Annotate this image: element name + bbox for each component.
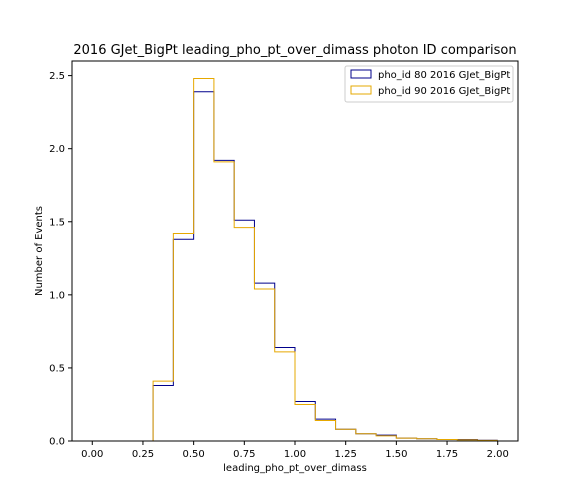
y-tick-label: 1.5 [49, 217, 65, 228]
x-tick-label: 1.75 [436, 449, 458, 460]
y-tick-label: 2.5 [49, 71, 65, 82]
x-tick-label: 2.00 [487, 449, 509, 460]
series-layer [92, 78, 498, 442]
x-tick-label: 1.25 [335, 449, 357, 460]
series-line-pho-id-90 [92, 78, 498, 442]
y-axis-ticks: 0.0 0.5 1.0 1.5 2.0 2.5 [49, 71, 72, 448]
x-tick-label: 0.25 [132, 449, 154, 460]
chart-title: 2016 GJet_BigPt leading_pho_pt_over_dima… [73, 43, 516, 58]
y-tick-label: 2.0 [49, 144, 65, 155]
y-tick-label: 0.0 [49, 437, 65, 448]
legend-swatch-pho-id-80 [350, 69, 372, 79]
x-tick-label: 1.00 [284, 449, 306, 460]
legend-label-pho-id-90: pho_id 90 2016 GJet_BigPt [378, 86, 510, 97]
y-axis-label: Number of Events [34, 206, 45, 296]
y-tick-label: 0.5 [49, 363, 65, 374]
x-tick-label: 0.00 [81, 449, 103, 460]
legend-label-pho-id-80: pho_id 80 2016 GJet_BigPt [378, 70, 510, 81]
legend-box [344, 65, 514, 103]
legend-swatch-pho-id-90 [350, 85, 372, 95]
x-tick-label: 0.75 [233, 449, 255, 460]
x-axis-ticks: 0.00 0.25 0.50 0.75 1.00 1.25 1.50 1.75 2.00 [81, 441, 509, 460]
legend: pho_id 80 2016 GJet_BigPt pho_id 90 2016… [344, 65, 514, 103]
y-tick-label: 1.0 [49, 290, 65, 301]
x-axis-label: leading_pho_pt_over_dimass [223, 463, 367, 474]
x-tick-label: 0.50 [183, 449, 205, 460]
x-tick-label: 1.50 [385, 449, 407, 460]
